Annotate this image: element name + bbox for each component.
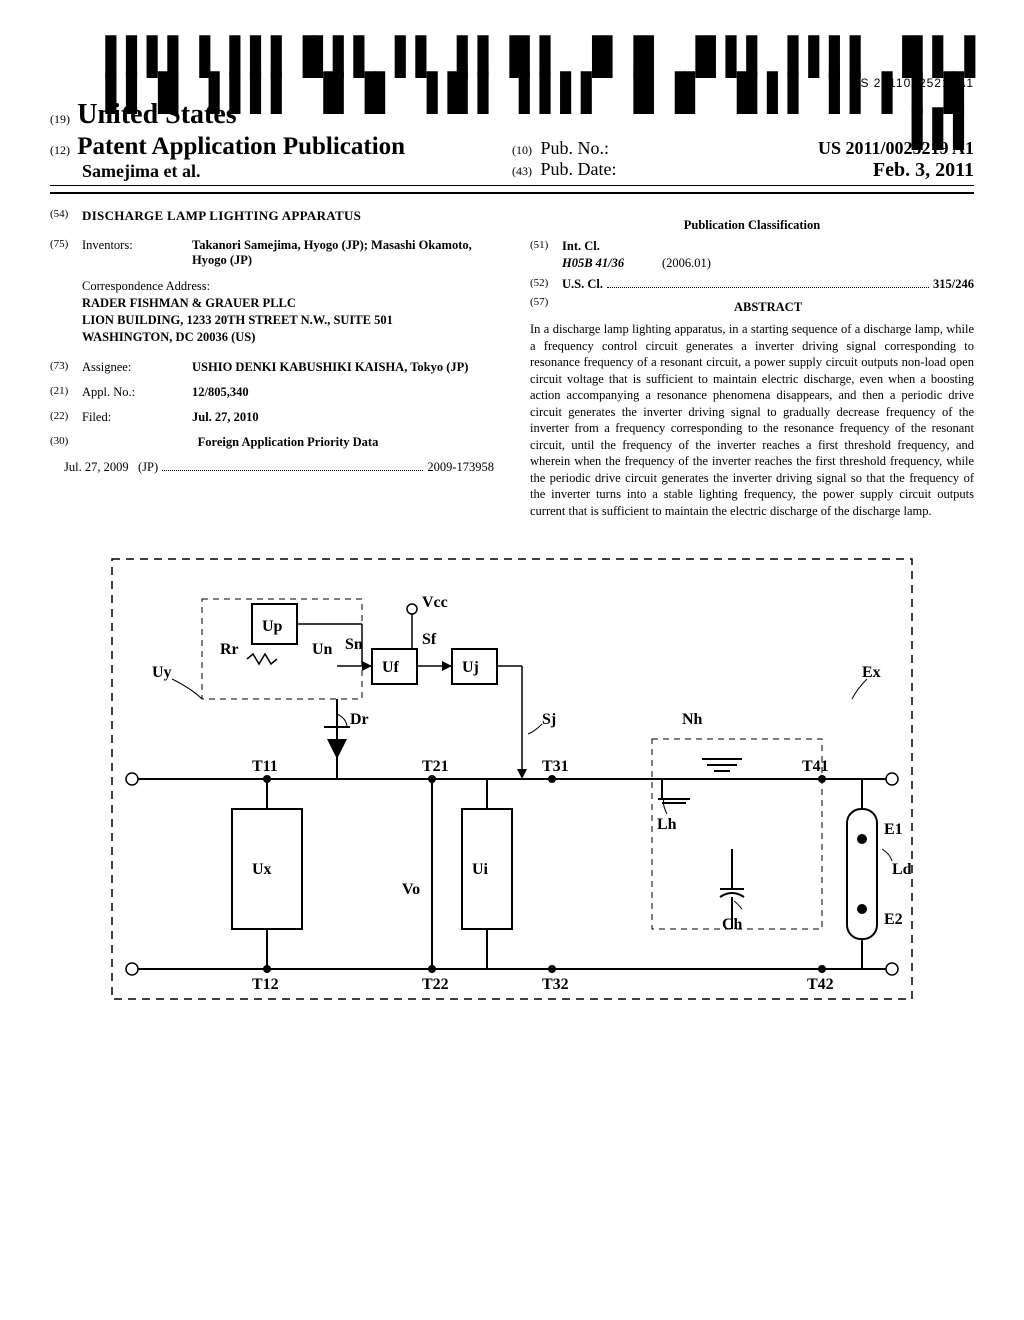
priority-country: (JP) <box>138 460 158 475</box>
uscl-code: 315/246 <box>933 277 974 292</box>
pubno: US 2011/0025219 A1 <box>818 138 974 159</box>
lbl-Un: Un <box>312 641 333 658</box>
lbl-Lh: Lh <box>657 816 677 833</box>
corr-label: Correspondence Address: <box>82 278 494 295</box>
lbl-Vcc: Vcc <box>422 594 448 611</box>
lbl-Up: Up <box>262 618 283 635</box>
country-num: (19) <box>50 112 70 126</box>
lbl-Ld: Ld <box>892 861 912 878</box>
pubdate-label: Pub. Date: <box>541 159 617 179</box>
abstract-text: In a discharge lamp lighting apparatus, … <box>530 321 974 519</box>
barcode: ▌▌▌▌▐ ▌▌▌▐▌▌▌ ▌▌ ▌▌▐▌▌ ▐▌▐▌ ▐▌▌▌ ▌▌▌▌ ▐▌… <box>50 40 974 90</box>
priority-no: 2009-173958 <box>427 460 494 475</box>
inventors-num: (75) <box>50 238 82 268</box>
abstract-num: (57) <box>530 296 562 321</box>
lbl-T21: T21 <box>422 758 449 775</box>
inventors: Takanori Samejima, Hyogo (JP); Masashi O… <box>192 238 472 267</box>
applno: 12/805,340 <box>192 385 249 399</box>
lbl-E2: E2 <box>884 911 903 928</box>
lbl-Ux: Ux <box>252 861 272 878</box>
lbl-T32: T32 <box>542 976 569 993</box>
abstract-label: ABSTRACT <box>562 300 974 315</box>
correspondence-address: Correspondence Address: RADER FISHMAN & … <box>82 278 494 346</box>
inventors-label: Inventors: <box>82 238 192 268</box>
intcl-num: (51) <box>530 239 562 254</box>
left-column: (54) DISCHARGE LAMP LIGHTING APPARATUS (… <box>50 208 494 519</box>
pubdate-num: (43) <box>512 164 532 178</box>
barcode-block: ▌▌▌▌▐ ▌▌▌▐▌▌▌ ▌▌ ▌▌▐▌▌ ▐▌▐▌ ▐▌▌▌ ▌▌▌▌ ▐▌… <box>50 40 974 91</box>
patent-title: DISCHARGE LAMP LIGHTING APPARATUS <box>82 208 361 224</box>
lbl-Uf: Uf <box>382 659 400 676</box>
corr-line-2: WASHINGTON, DC 20036 (US) <box>82 329 494 346</box>
assignee: USHIO DENKI KABUSHIKI KAISHA, Tokyo (JP) <box>192 360 468 374</box>
circuit-svg: Rr Vcc Up Un Sn <box>102 549 922 1009</box>
pub-type: Patent Application Publication <box>77 133 405 160</box>
circuit-figure: Rr Vcc Up Un Sn <box>50 549 974 1013</box>
lbl-T22: T22 <box>422 976 449 993</box>
uscl-label: U.S. Cl. <box>562 277 603 291</box>
lbl-T11: T11 <box>252 758 278 775</box>
right-column: Publication Classification (51) Int. Cl.… <box>530 208 974 519</box>
assignee-label: Assignee: <box>82 360 192 375</box>
lbl-Ui: Ui <box>472 861 489 878</box>
lbl-T12: T12 <box>252 976 279 993</box>
dots-icon <box>607 277 929 288</box>
lbl-Sj: Sj <box>542 711 556 728</box>
lbl-Sf: Sf <box>422 631 437 648</box>
lbl-Uy: Uy <box>152 664 172 681</box>
lbl-Sn: Sn <box>345 636 363 653</box>
priority-title: Foreign Application Priority Data <box>198 435 379 449</box>
intcl-code: H05B 41/36 <box>562 256 662 271</box>
filed-label: Filed: <box>82 410 192 425</box>
lbl-Dr: Dr <box>350 711 369 728</box>
pubclass-title: Publication Classification <box>530 218 974 233</box>
applno-num: (21) <box>50 385 82 400</box>
lbl-Uj: Uj <box>462 659 479 676</box>
lbl-T41: T41 <box>802 758 829 775</box>
corr-line-1: LION BUILDING, 1233 20TH STREET N.W., SU… <box>82 312 494 329</box>
filed-num: (22) <box>50 410 82 425</box>
assignee-num: (73) <box>50 360 82 375</box>
pubdate: Feb. 3, 2011 <box>873 159 974 182</box>
lbl-Ch: Ch <box>722 916 743 933</box>
dots-icon <box>162 460 423 471</box>
intcl-year: (2006.01) <box>662 256 711 271</box>
pubno-num: (10) <box>512 143 532 157</box>
lbl-T31: T31 <box>542 758 569 775</box>
corr-line-0: RADER FISHMAN & GRAUER PLLC <box>82 295 494 312</box>
intcl-label: Int. Cl. <box>562 239 600 253</box>
filed: Jul. 27, 2010 <box>192 410 259 424</box>
uscl-num: (52) <box>530 277 562 292</box>
title-num: (54) <box>50 208 82 224</box>
applno-label: Appl. No.: <box>82 385 192 400</box>
authors: Samejima et al. <box>82 161 512 182</box>
lbl-Nh: Nh <box>682 711 703 728</box>
pubno-label: Pub. No.: <box>541 138 610 158</box>
lbl-Rr: Rr <box>220 641 239 658</box>
country: United States <box>77 99 236 130</box>
barcode-strip: ▌▌▌▌▐ ▌▌▌▐▌▌▌ ▌▌ ▌▌▐▌▌ ▐▌▐▌ ▐▌▌▌ ▌▌▌▌ ▐▌… <box>50 40 974 76</box>
lbl-E1: E1 <box>884 821 903 838</box>
lbl-T42: T42 <box>807 976 834 993</box>
body-columns: (54) DISCHARGE LAMP LIGHTING APPARATUS (… <box>50 208 974 519</box>
pubtype-num: (12) <box>50 143 70 157</box>
priority-num: (30) <box>50 435 82 450</box>
priority-date: Jul. 27, 2009 <box>64 460 129 475</box>
lbl-Ex: Ex <box>862 664 881 681</box>
lbl-Vo: Vo <box>402 881 420 898</box>
